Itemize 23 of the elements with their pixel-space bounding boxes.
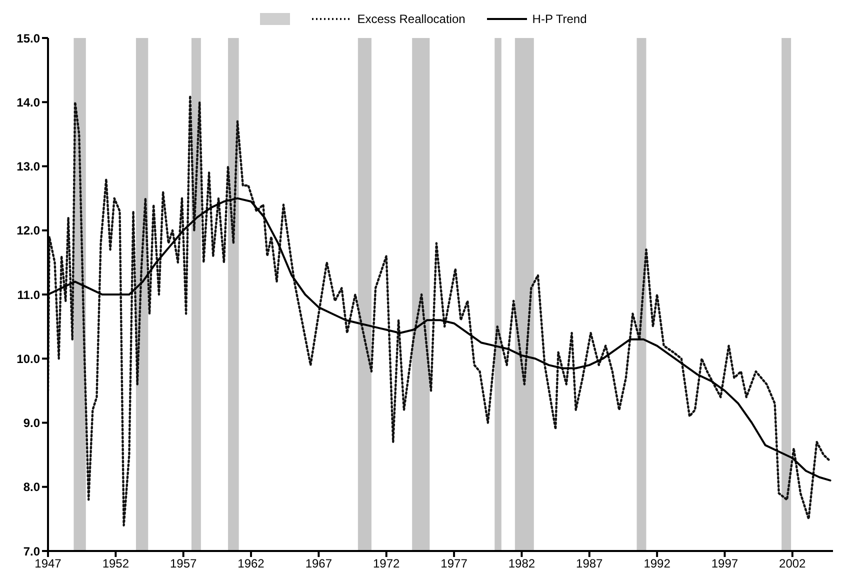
y-tick-label: 7.0 bbox=[23, 544, 40, 558]
x-tick-label: 1987 bbox=[576, 556, 604, 571]
y-tick-label: 12.0 bbox=[16, 224, 40, 238]
x-tick-label: 1977 bbox=[440, 556, 468, 571]
y-tick-label: 11.0 bbox=[17, 288, 40, 302]
legend-label: Excess Reallocation bbox=[357, 12, 466, 26]
legend-label: H-P Trend bbox=[532, 12, 587, 26]
x-tick-label: 1962 bbox=[238, 556, 265, 571]
y-tick-label: 13.0 bbox=[16, 160, 40, 174]
y-tick-label: 14.0 bbox=[16, 95, 40, 110]
x-tick-label: 1947 bbox=[34, 556, 62, 571]
x-tick-label: 1957 bbox=[170, 556, 198, 571]
y-tick-label: 9.0 bbox=[23, 416, 40, 430]
x-tick-label: 1972 bbox=[373, 556, 400, 571]
x-tick-label: 2002 bbox=[779, 556, 806, 571]
x-tick-label: 1952 bbox=[102, 556, 130, 571]
y-tick-label: 10.0 bbox=[16, 352, 40, 366]
x-tick-label: 1997 bbox=[711, 556, 738, 571]
x-tick-label: 1992 bbox=[644, 556, 671, 571]
x-tick-label: 1982 bbox=[508, 556, 536, 571]
y-tick-label: 15.0 bbox=[16, 31, 40, 46]
y-tick-label: 8.0 bbox=[23, 480, 40, 494]
x-tick-label: 1967 bbox=[305, 556, 332, 571]
